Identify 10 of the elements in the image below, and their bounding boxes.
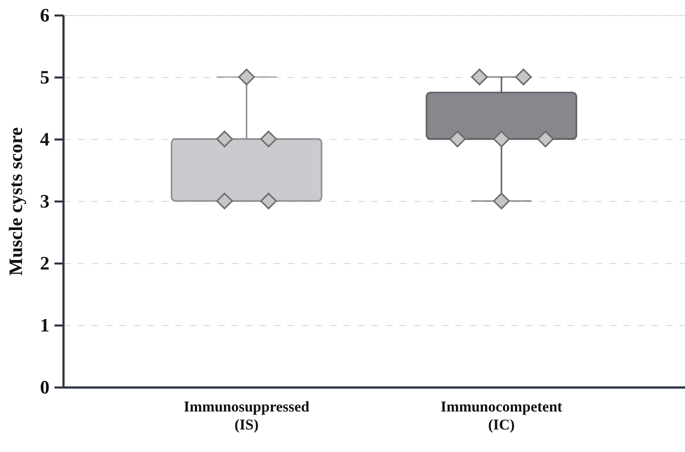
y-tick-label: 5 — [40, 68, 50, 88]
y-tick-label: 0 — [40, 378, 50, 398]
y-tick-label: 4 — [40, 130, 50, 150]
x-tick-label: Immunocompetent (IC) — [440, 400, 562, 434]
y-tick-label: 3 — [40, 192, 50, 212]
y-tick-label: 2 — [40, 254, 50, 274]
y-tick-label: 6 — [40, 6, 50, 26]
y-axis-title: Muscle cysts score — [6, 127, 27, 276]
y-tick-label: 1 — [40, 316, 50, 336]
x-tick-label: Immunosuppressed (IS) — [184, 400, 310, 434]
